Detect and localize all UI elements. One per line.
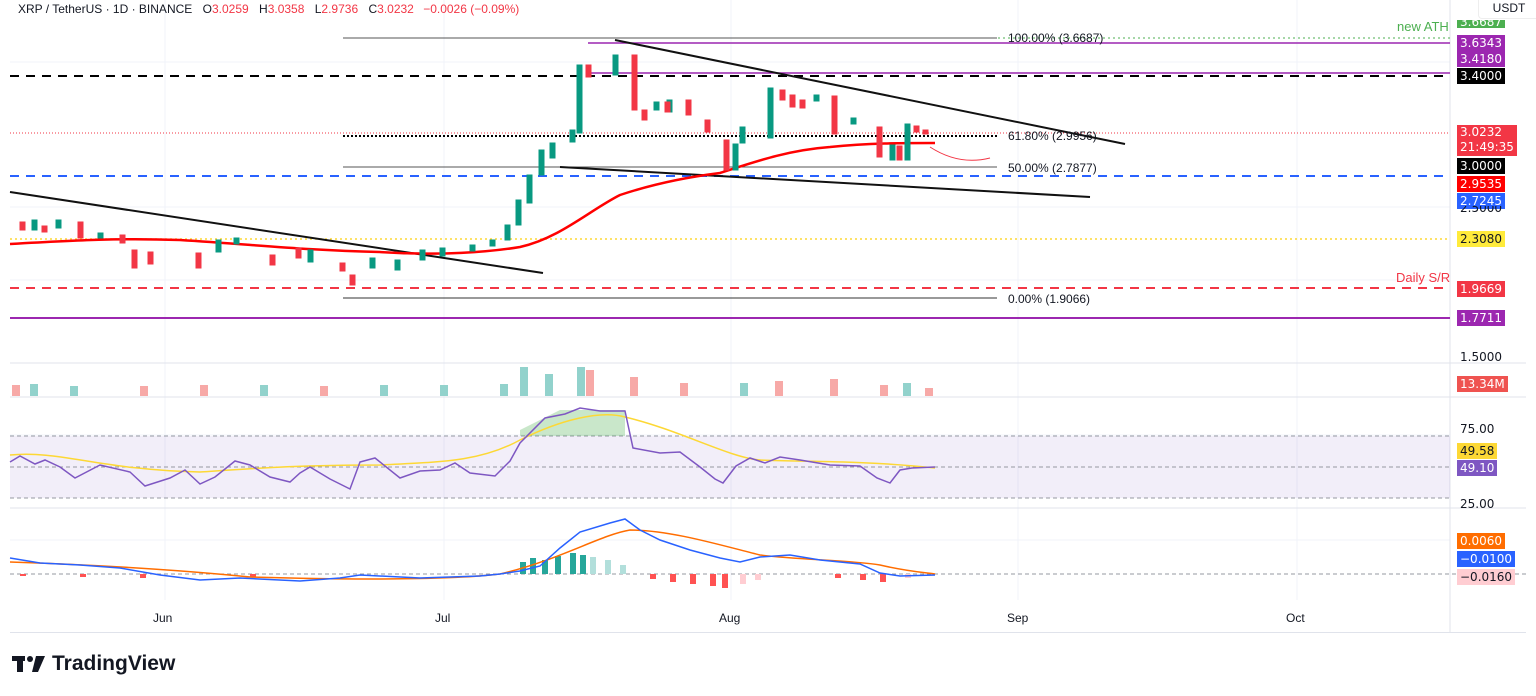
x-axis-jul: Jul — [435, 611, 451, 625]
macd-line — [9, 518, 936, 582]
symbol-header: XRP / TetherUS · 1D · BINANCE O3.0259 H3… — [18, 2, 519, 16]
symbol-title[interactable]: XRP / TetherUS · 1D · BINANCE — [18, 2, 193, 16]
rsi-ma-line — [9, 414, 936, 473]
ath-price-tag: 3.6687 — [1457, 20, 1505, 28]
high-value: 3.0358 — [267, 2, 305, 16]
price-chart-canvas[interactable] — [0, 0, 1536, 640]
macd-histogram — [20, 553, 911, 588]
ema-price-tag: 2.9535 — [1457, 176, 1505, 192]
price-tag-3000: 3.0000 — [1457, 158, 1505, 174]
last-price-tag: 3.0232 21:49:35 — [1457, 125, 1517, 156]
rsi-line — [9, 407, 936, 491]
price-tag-2724: 2.7245 — [1457, 193, 1505, 209]
low-value: 2.9736 — [321, 2, 359, 16]
axis-label-2500: 2.5000 — [1460, 206, 1502, 214]
x-axis-oct: Oct — [1286, 611, 1305, 625]
macd-hist-tag: −0.0160 — [1457, 569, 1516, 585]
currency-button[interactable]: USDT — [1478, 0, 1536, 19]
rsi-axis-25: 25.00 — [1460, 498, 1495, 508]
rsi-tag: 49.10 — [1457, 460, 1498, 476]
x-axis-jun: Jun — [153, 611, 173, 625]
ema-line — [9, 141, 936, 255]
x-axis-sep: Sep — [1007, 611, 1029, 625]
brand-name: TradingView — [52, 652, 176, 675]
change-value: −0.0026 (−0.09%) — [423, 2, 520, 16]
x-axis-aug: Aug — [719, 611, 741, 625]
candles — [19, 54, 929, 286]
high-label: H — [259, 2, 268, 16]
fib-100-label: 100.00% (3.6687) — [1008, 31, 1104, 45]
price-tag-1966: 1.9669 — [1457, 281, 1505, 297]
price-tag-2308: 2.3080 — [1457, 231, 1505, 247]
rsi-ma-tag: 49.58 — [1457, 443, 1498, 459]
tradingview-logo[interactable]: TradingView — [12, 652, 175, 676]
price-tag-3418: 3.4180 — [1457, 51, 1505, 67]
fib-618-label: 61.80% (2.9956) — [1008, 129, 1097, 143]
volume-tag: 13.34M — [1457, 376, 1508, 392]
projection-curve — [929, 146, 991, 161]
open-value: 3.0259 — [211, 2, 249, 16]
low-label: L — [314, 2, 322, 16]
macd-signal-tag: 0.0060 — [1457, 533, 1505, 549]
new-ath-label: new ATH — [1397, 19, 1449, 34]
close-label: C — [368, 2, 378, 16]
fib-0-label: 0.00% (1.9066) — [1008, 292, 1091, 306]
volume-bars — [12, 367, 933, 396]
close-value: 3.0232 — [377, 2, 414, 16]
open-label: O — [202, 2, 212, 16]
rsi-axis-75: 75.00 — [1460, 422, 1495, 436]
fib-50-label: 50.00% (2.7877) — [1008, 161, 1097, 175]
axis-label-1500: 1.5000 — [1460, 352, 1502, 362]
daily-sr-label: Daily S/R — [1396, 270, 1451, 285]
price-tag-1771: 1.7711 — [1457, 310, 1505, 326]
macd-tag: −0.0100 — [1457, 551, 1516, 567]
macd-signal-line — [9, 529, 936, 580]
tradingview-icon — [12, 656, 45, 672]
price-tag-3400: 3.4000 — [1457, 68, 1505, 84]
price-tag-3634: 3.6343 — [1457, 35, 1505, 51]
chart-frame[interactable] — [10, 0, 1526, 633]
last-price: 3.0232 — [1460, 125, 1502, 139]
bar-countdown: 21:49:35 — [1460, 140, 1514, 154]
